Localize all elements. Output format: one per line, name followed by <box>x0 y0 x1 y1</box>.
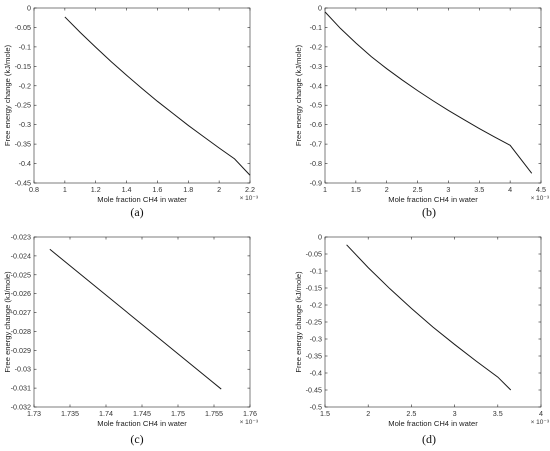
chart-panel-1: 0.8 1 1.2 1.4 1.6 1.8 2 2.2 0 -0.05 -0.1 -0.15 -0.2 -… <box>3 4 259 220</box>
x-axis-label: Mole fraction CH4 in water <box>97 419 187 428</box>
y-tick-label: -0.2 <box>19 81 31 90</box>
y-tick-label: -0.025 <box>11 270 31 279</box>
x-exponent-label: × 10⁻³ <box>240 419 259 426</box>
x-tick-label: 1.745 <box>133 409 151 418</box>
x-exponent-label: × 10⁻³ <box>531 419 550 426</box>
y-tick-label: -0.3 <box>310 335 322 344</box>
y-tick-label: -0.028 <box>11 327 31 336</box>
x-tick-label: 1.75 <box>171 409 185 418</box>
plot-frame <box>324 7 542 184</box>
y-tick-label: -0.15 <box>15 62 31 71</box>
x-tick-label: 2.2 <box>245 185 255 194</box>
y-tick-label: -0.4 <box>310 81 322 90</box>
x-tick-label: 4 <box>539 409 543 418</box>
y-tick-label: -0.1 <box>310 23 322 32</box>
y-tick-label: -0.05 <box>15 23 31 32</box>
x-tick-label: 1.755 <box>205 409 223 418</box>
y-tick-label: -0.026 <box>11 289 31 298</box>
y-tick-label: 0 <box>318 4 322 13</box>
y-tick-label: -0.024 <box>11 251 31 260</box>
y-tick-label: -0.5 <box>310 101 322 110</box>
y-tick-label: -0.023 <box>11 233 31 242</box>
x-tick-label: 1.74 <box>99 409 113 418</box>
x-tick-label: 1 <box>63 185 67 194</box>
y-tick-label: -0.45 <box>306 386 322 395</box>
x-tick-label: 1.735 <box>61 409 79 418</box>
y-tick-label: -0.3 <box>310 62 322 71</box>
y-tick-label: -0.8 <box>310 159 322 168</box>
x-tick-label: 2 <box>217 185 221 194</box>
x-tick-label: 1.76 <box>243 409 257 418</box>
y-tick-label: -0.029 <box>11 346 31 355</box>
x-axis-label: Mole fraction CH4 in water <box>97 195 187 204</box>
x-exponent-label: × 10⁻³ <box>240 195 259 202</box>
y-tick-label: -0.027 <box>11 308 31 317</box>
y-tick-label: -0.5 <box>310 403 322 412</box>
y-tick-label: 0 <box>318 233 322 242</box>
y-tick-label: -0.05 <box>306 250 322 259</box>
y-axis-label: Free energy change (kJ/mole) <box>294 44 303 146</box>
panel-caption: (c) <box>130 432 143 446</box>
y-tick-label: -0.6 <box>310 120 322 129</box>
y-axis-label: Free energy change (kJ/mole) <box>294 271 303 373</box>
chart-panel-4: 1.5 2 2.5 3 3.5 4 0 -0.05 -0.1 -0.15 -0.2 -0.25 -0.3… <box>294 233 550 447</box>
x-tick-label: 1.5 <box>351 185 361 194</box>
x-tick-label: 1.2 <box>91 185 101 194</box>
x-tick-label: 2.5 <box>406 409 416 418</box>
chart-panel-3: 1.73 1.735 1.74 1.745 1.75 1.755 1.76 -0.023 -0.… <box>3 233 259 447</box>
x-tick-label: 3 <box>446 185 450 194</box>
x-tick-label: 1.4 <box>122 185 132 194</box>
series-line <box>346 244 512 391</box>
y-tick-label: -0.3 <box>19 120 31 129</box>
panel-caption: (a) <box>130 205 143 219</box>
x-tick-label: 1.8 <box>183 185 193 194</box>
x-tick-label: 1 <box>323 185 327 194</box>
y-axis-label: Free energy change (kJ/mole) <box>3 44 12 146</box>
plot-frame <box>33 7 251 184</box>
y-tick-label: -0.03 <box>15 365 31 374</box>
y-tick-label: -0.4 <box>310 369 322 378</box>
y-tick-label: -0.2 <box>310 301 322 310</box>
y-tick-label: 0 <box>27 4 31 13</box>
x-axis-label: Mole fraction CH4 in water <box>388 419 478 428</box>
x-tick-label: 1.6 <box>152 185 162 194</box>
y-tick-label: -0.1 <box>310 267 322 276</box>
x-tick-label: 3 <box>453 409 457 418</box>
x-tick-label: 0.8 <box>29 185 39 194</box>
x-axis-label: Mole fraction CH4 in water <box>388 195 478 204</box>
x-tick-label: 1.5 <box>320 409 330 418</box>
x-tick-label: 3.5 <box>493 409 503 418</box>
y-tick-label: -0.7 <box>310 140 322 149</box>
x-tick-label: 2 <box>385 185 389 194</box>
series-line <box>324 11 533 174</box>
x-tick-label: 1.73 <box>27 409 41 418</box>
y-axis-label: Free energy change (kJ/mole) <box>3 271 12 373</box>
y-tick-label: -0.25 <box>306 318 322 327</box>
x-tick-label: 2 <box>366 409 370 418</box>
y-tick-label: -0.35 <box>15 140 31 149</box>
y-tick-label: -0.9 <box>310 179 322 188</box>
series-line <box>64 16 251 176</box>
x-exponent-label: × 10⁻³ <box>531 195 550 202</box>
panel-caption: (b) <box>422 205 436 219</box>
x-tick-label: 4 <box>508 185 512 194</box>
chart-panel-2: 1 1.5 2 2.5 3 3.5 4 4.5 0 -0.1 -0.2 -0.3 -0.4 -0.5 -0.… <box>294 4 550 220</box>
y-tick-label: -0.032 <box>11 403 31 412</box>
x-tick-label: 2.5 <box>413 185 423 194</box>
y-tick-label: -0.15 <box>306 284 322 293</box>
y-tick-label: -0.031 <box>11 384 31 393</box>
plot-frame <box>324 236 542 408</box>
x-tick-label: 3.5 <box>474 185 484 194</box>
y-tick-label: -0.35 <box>306 352 322 361</box>
y-tick-label: -0.2 <box>310 42 322 51</box>
y-tick-label: -0.1 <box>19 42 31 51</box>
x-tick-label: 4.5 <box>536 185 546 194</box>
y-tick-label: -0.45 <box>15 179 31 188</box>
panel-caption: (d) <box>422 432 436 446</box>
y-tick-label: -0.25 <box>15 101 31 110</box>
series-line <box>49 248 222 390</box>
y-tick-label: -0.4 <box>19 159 31 168</box>
